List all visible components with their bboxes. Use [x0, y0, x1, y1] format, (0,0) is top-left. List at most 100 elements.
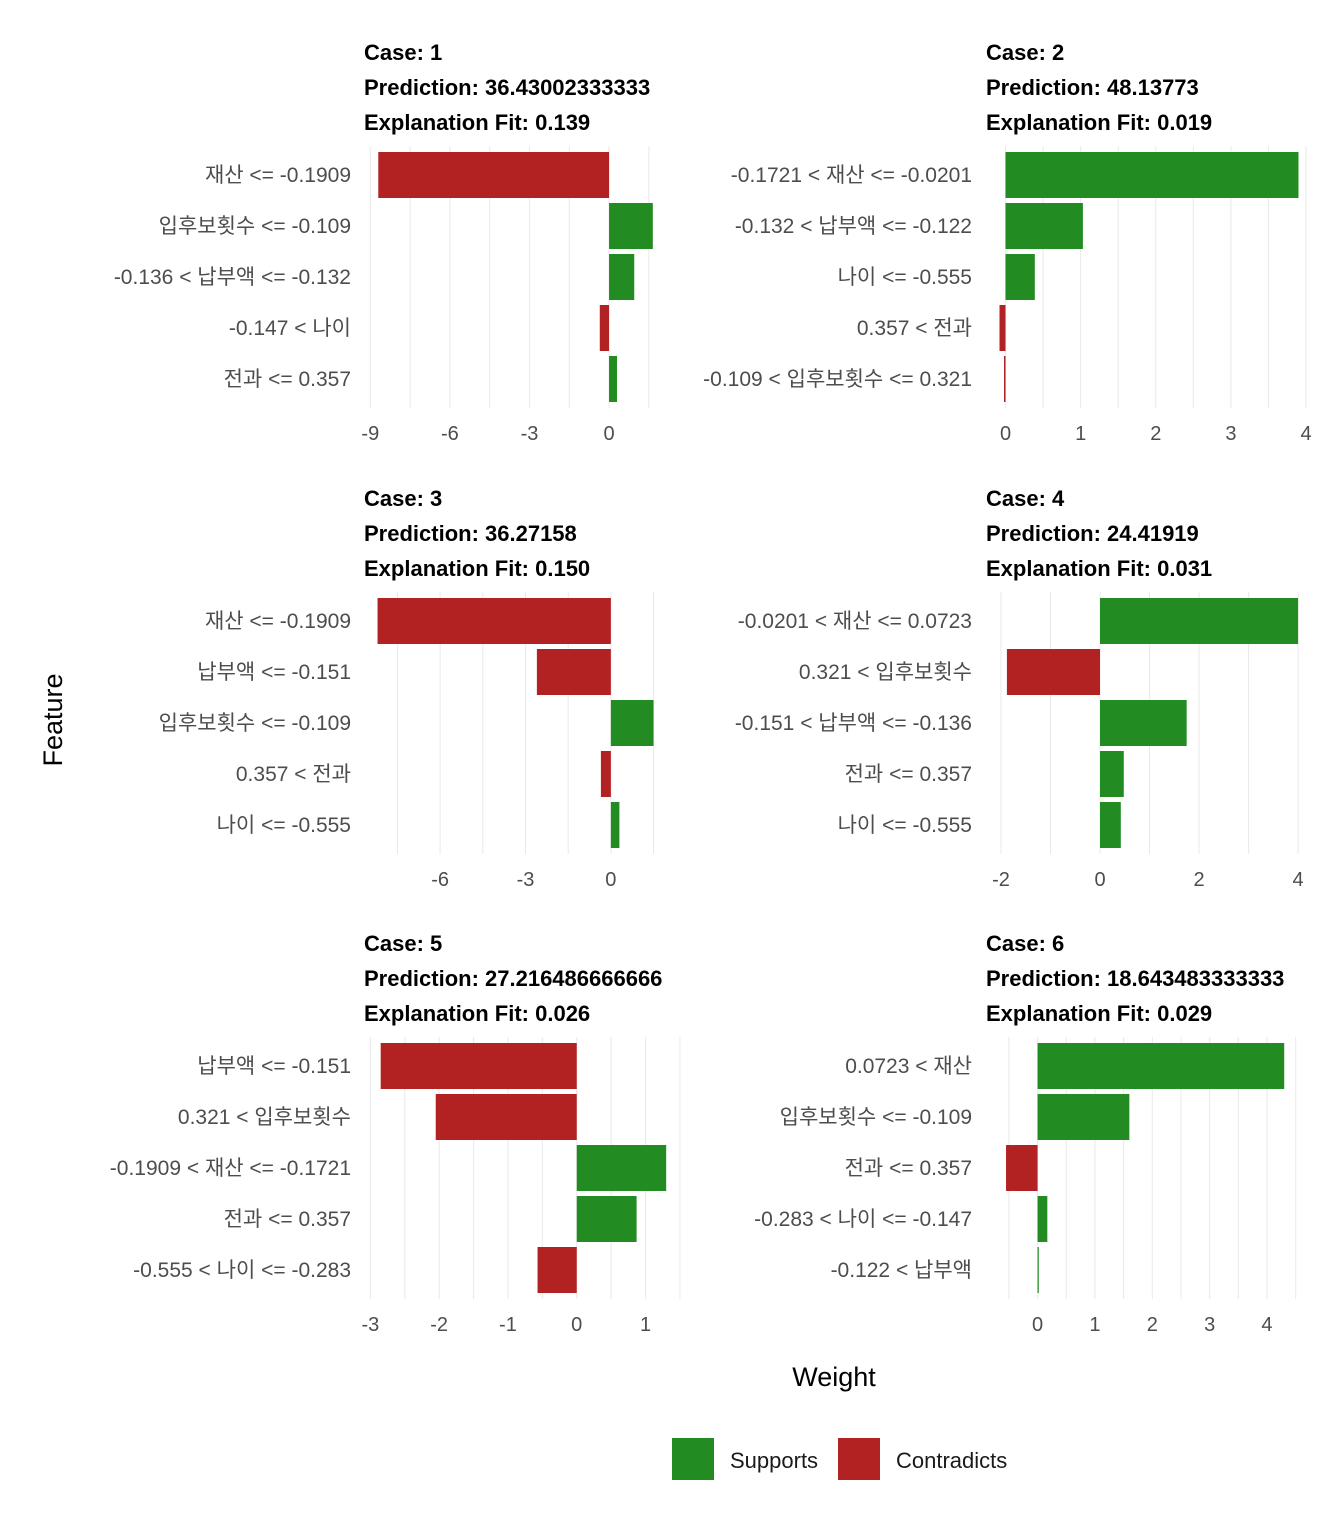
x-tick-label: 3: [1204, 1314, 1215, 1336]
feature-label: 재산 <= -0.1909: [205, 164, 351, 187]
x-tick-label: 0: [1000, 423, 1011, 445]
x-tick-label: 4: [1300, 423, 1311, 445]
x-tick-label: 4: [1293, 869, 1304, 891]
bar-contradicts: [1006, 649, 1101, 695]
bar-supports: [1100, 751, 1124, 797]
feature-label: -0.147 < 나이: [229, 317, 351, 340]
bar-contradicts: [999, 305, 1006, 351]
x-tick-label: 0: [1032, 1314, 1043, 1336]
x-tick-label: -1: [499, 1314, 517, 1336]
legend-swatch-contradicts: [838, 1438, 880, 1480]
x-tick-label: -2: [992, 869, 1010, 891]
legend: Supports Contradicts: [672, 1438, 1007, 1480]
panel-fit-title: Explanation Fit: 0.019: [986, 110, 1212, 135]
panel-case-5: Case: 5 Prediction: 27.216486666666 Explan…: [110, 931, 681, 1336]
bar-contradicts: [537, 1247, 577, 1293]
x-axis-title: Weight: [792, 1362, 876, 1392]
panel-case-2: Case: 2 Prediction: 48.13773 Explanation F…: [703, 40, 1311, 445]
panel-case-title: Case: 1: [364, 40, 442, 65]
legend-swatch-supports: [672, 1438, 714, 1480]
panel-case-title: Case: 5: [364, 931, 442, 956]
feature-label: -0.0201 < 재산 <= 0.0723: [738, 610, 972, 633]
feature-label: 나이 <= -0.555: [838, 814, 972, 837]
legend-label-contradicts: Contradicts: [896, 1448, 1007, 1473]
x-tick-label: 4: [1261, 1314, 1272, 1336]
x-tick-label: -6: [431, 869, 449, 891]
feature-label: -0.555 < 나이 <= -0.283: [133, 1259, 351, 1282]
bar-supports: [576, 1145, 667, 1191]
panel-case-title: Case: 3: [364, 486, 442, 511]
bar-supports: [1100, 802, 1121, 848]
bar-supports: [1037, 1094, 1130, 1140]
x-tick-label: -3: [521, 423, 539, 445]
bar-contradicts: [377, 598, 611, 644]
bar-supports: [1005, 254, 1035, 300]
feature-label: -0.136 < 납부액 <= -0.132: [114, 266, 351, 289]
x-tick-label: 2: [1147, 1314, 1158, 1336]
bar-supports: [610, 802, 620, 848]
feature-label: -0.1909 < 재산 <= -0.1721: [110, 1157, 351, 1180]
panel-case-4: Case: 4 Prediction: 24.41919 Explanation F…: [735, 486, 1304, 891]
panel-fit-title: Explanation Fit: 0.026: [364, 1001, 590, 1026]
feature-label: 전과 <= 0.357: [845, 763, 972, 786]
bar-supports: [576, 1196, 637, 1242]
bar-contradicts: [600, 751, 611, 797]
bar-contradicts: [599, 305, 610, 351]
x-tick-label: 2: [1193, 869, 1204, 891]
feature-label: -0.1721 < 재산 <= -0.0201: [731, 164, 972, 187]
feature-label: 0.357 < 전과: [236, 763, 351, 786]
x-tick-label: 1: [640, 1314, 651, 1336]
bar-supports: [609, 203, 653, 249]
panel-fit-title: Explanation Fit: 0.031: [986, 556, 1212, 581]
x-tick-label: -9: [361, 423, 379, 445]
bar-contradicts: [1006, 1145, 1038, 1191]
x-tick-label: 0: [1094, 869, 1105, 891]
bar-contradicts: [536, 649, 611, 695]
feature-label: 0.321 < 입후보횟수: [799, 661, 972, 684]
x-tick-label: 0: [603, 423, 614, 445]
feature-label: 입후보횟수 <= -0.109: [780, 1106, 972, 1129]
feature-label: -0.122 < 납부액: [831, 1259, 972, 1282]
feature-label: -0.151 < 납부액 <= -0.136: [735, 712, 972, 735]
feature-label: 전과 <= 0.357: [224, 368, 351, 391]
feature-label: 납부액 <= -0.151: [197, 1055, 351, 1078]
feature-label: 0.0723 < 재산: [845, 1055, 972, 1078]
feature-label: 입후보횟수 <= -0.109: [159, 712, 351, 735]
panel-case-6: Case: 6 Prediction: 18.643483333333 Explan…: [754, 931, 1297, 1336]
bar-contradicts: [435, 1094, 577, 1140]
bar-contradicts: [378, 152, 610, 198]
x-tick-label: 2: [1150, 423, 1161, 445]
x-tick-label: 0: [571, 1314, 582, 1336]
feature-label: 재산 <= -0.1909: [205, 610, 351, 633]
panel-prediction-title: Prediction: 24.41919: [986, 521, 1199, 546]
legend-label-supports: Supports: [730, 1448, 818, 1473]
panel-prediction-title: Prediction: 27.216486666666: [364, 966, 662, 991]
bar-supports: [1100, 700, 1187, 746]
bar-supports: [1037, 1196, 1048, 1242]
panel-prediction-title: Prediction: 36.27158: [364, 521, 577, 546]
feature-label: 입후보횟수 <= -0.109: [159, 215, 351, 238]
feature-label: 나이 <= -0.555: [217, 814, 351, 837]
x-tick-label: -3: [361, 1314, 379, 1336]
panel-prediction-title: Prediction: 36.43002333333: [364, 75, 650, 100]
feature-label: -0.109 < 입후보횟수 <= 0.321: [703, 368, 972, 391]
feature-label: -0.283 < 나이 <= -0.147: [754, 1208, 972, 1231]
bar-supports: [609, 356, 618, 402]
bar-contradicts: [1004, 356, 1006, 402]
panel-fit-title: Explanation Fit: 0.139: [364, 110, 590, 135]
x-tick-label: -2: [430, 1314, 448, 1336]
feature-label: 0.321 < 입후보횟수: [178, 1106, 351, 1129]
bar-supports: [609, 254, 635, 300]
x-tick-label: 3: [1225, 423, 1236, 445]
feature-label: -0.132 < 납부액 <= -0.122: [735, 215, 972, 238]
panel-fit-title: Explanation Fit: 0.029: [986, 1001, 1212, 1026]
feature-label: 0.357 < 전과: [857, 317, 972, 340]
feature-label: 나이 <= -0.555: [838, 266, 972, 289]
bar-supports: [610, 700, 654, 746]
panel-case-title: Case: 6: [986, 931, 1064, 956]
bar-contradicts: [380, 1043, 577, 1089]
panel-case-title: Case: 2: [986, 40, 1064, 65]
bar-supports: [1005, 152, 1299, 198]
bar-supports: [1037, 1247, 1039, 1293]
feature-label: 전과 <= 0.357: [845, 1157, 972, 1180]
